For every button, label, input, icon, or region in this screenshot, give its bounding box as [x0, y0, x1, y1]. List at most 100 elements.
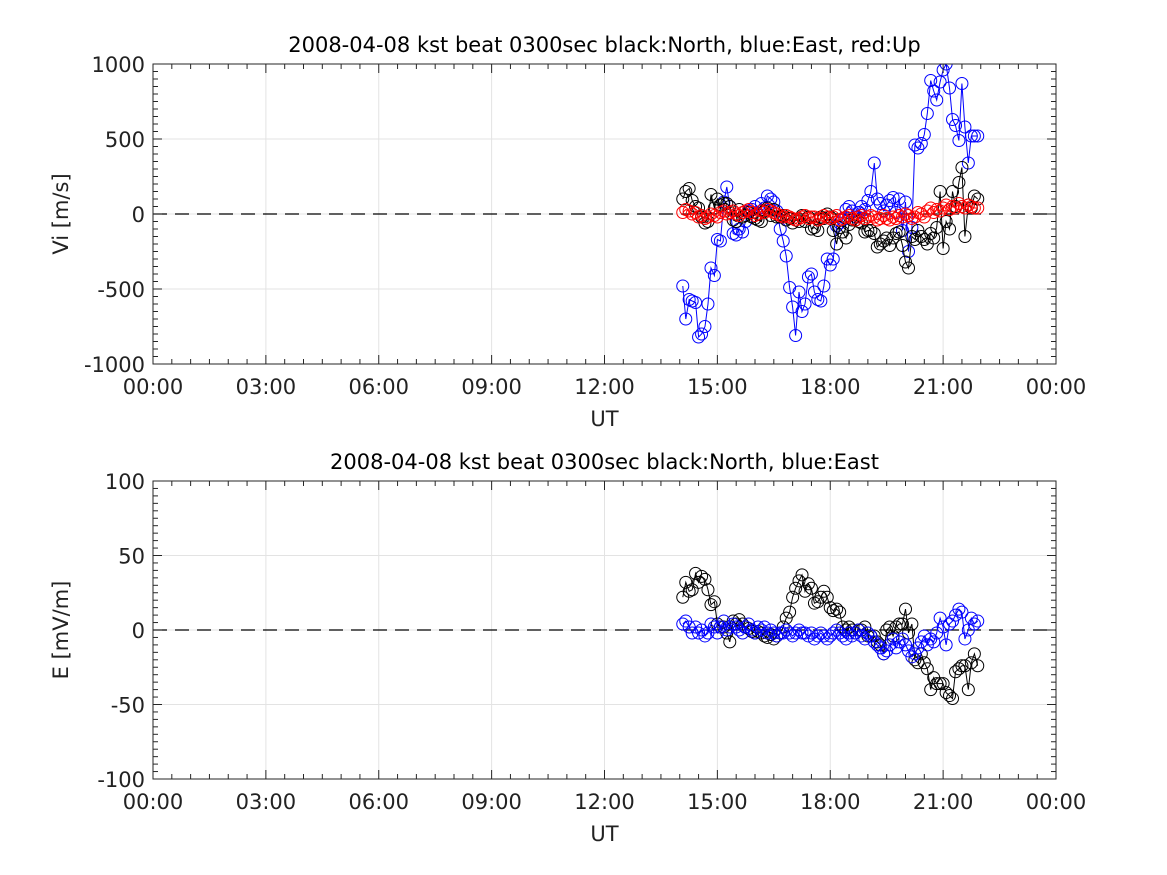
data-point [930, 221, 944, 234]
data-point [952, 662, 966, 676]
data-point [704, 261, 718, 275]
chart-panel-2: 00:00 03:00 06:00 09:00 12:00 15:00 18:00 21:00… [49, 450, 1086, 846]
data-point [804, 210, 818, 224]
data-point [685, 583, 699, 597]
data-point [701, 583, 715, 597]
data-point [892, 635, 906, 649]
data-point [920, 107, 934, 120]
x-tick-label: 00:00 [123, 790, 184, 814]
data-point [905, 221, 919, 234]
data-point [861, 626, 875, 640]
data-point [814, 590, 828, 604]
data-point [946, 200, 960, 213]
data-point [949, 201, 963, 215]
data-point [757, 206, 771, 219]
data-point [830, 602, 844, 616]
data-point [911, 641, 925, 655]
data-point [905, 650, 919, 664]
data-point [892, 617, 906, 631]
data-point [830, 237, 844, 251]
data-point [811, 224, 825, 237]
data-point [943, 222, 957, 236]
data-point [946, 113, 960, 126]
data-point [952, 602, 966, 616]
data-point [773, 209, 787, 222]
data-point [689, 620, 703, 634]
data-point [804, 267, 818, 281]
data-point [792, 212, 806, 225]
data-point [920, 638, 934, 652]
x-axis-label: UT [590, 407, 618, 431]
data-point [889, 620, 903, 634]
data-point [692, 575, 706, 589]
data-point [736, 206, 750, 219]
series-1 [676, 64, 985, 344]
data-point [776, 210, 790, 224]
data-point [858, 632, 872, 646]
y-tick-label: -50 [111, 694, 145, 718]
data-point [892, 192, 906, 206]
data-point [789, 626, 803, 640]
data-point [689, 566, 703, 580]
data-point [949, 119, 963, 132]
data-point [873, 212, 887, 225]
data-point [967, 617, 981, 631]
series-2 [676, 161, 985, 275]
data-point [732, 209, 746, 222]
data-point [792, 623, 806, 637]
x-tick-label: 09:00 [461, 375, 522, 399]
data-point [880, 644, 894, 658]
data-point [908, 647, 922, 661]
data-point [902, 644, 916, 658]
data-point [854, 629, 868, 643]
data-point [886, 210, 900, 224]
data-point [895, 617, 909, 631]
data-point [789, 581, 803, 595]
data-point [961, 198, 975, 212]
data-point [676, 279, 690, 293]
y-tick-label: 0 [132, 203, 145, 227]
data-point [720, 197, 734, 210]
data-point [698, 572, 712, 586]
data-point [943, 81, 957, 95]
data-point [679, 312, 693, 326]
data-point [685, 626, 699, 640]
data-point [695, 623, 709, 637]
data-point [955, 77, 969, 90]
data-point [748, 212, 762, 225]
data-point [867, 227, 881, 240]
data-point [899, 207, 912, 221]
data-point [883, 638, 897, 652]
data-point [836, 629, 850, 643]
chart-title: 2008-04-08 kst beat 0300sec black:North,… [288, 33, 921, 57]
data-point [936, 64, 950, 77]
data-point [679, 185, 693, 198]
data-point [958, 120, 972, 134]
data-point [710, 626, 724, 640]
data-point [786, 216, 800, 230]
data-point [833, 221, 847, 234]
data-point [701, 210, 715, 224]
data-point [899, 638, 912, 652]
data-point [732, 222, 746, 236]
data-point [807, 210, 821, 224]
data-point [817, 629, 831, 643]
y-tick-label: 0 [132, 619, 145, 643]
data-point [858, 225, 872, 239]
x-tick-label: 12:00 [574, 375, 635, 399]
data-point [839, 632, 853, 646]
data-point [814, 212, 828, 225]
data-point [851, 623, 865, 637]
data-point [964, 200, 978, 213]
data-point [792, 285, 806, 299]
data-point [917, 629, 931, 643]
data-point [786, 590, 800, 604]
data-point [911, 224, 925, 237]
data-point [836, 225, 850, 239]
data-point [842, 626, 856, 640]
data-point [789, 329, 803, 342]
data-point [773, 626, 787, 640]
data-point [695, 569, 709, 583]
data-point [807, 285, 821, 299]
data-point [873, 641, 887, 655]
